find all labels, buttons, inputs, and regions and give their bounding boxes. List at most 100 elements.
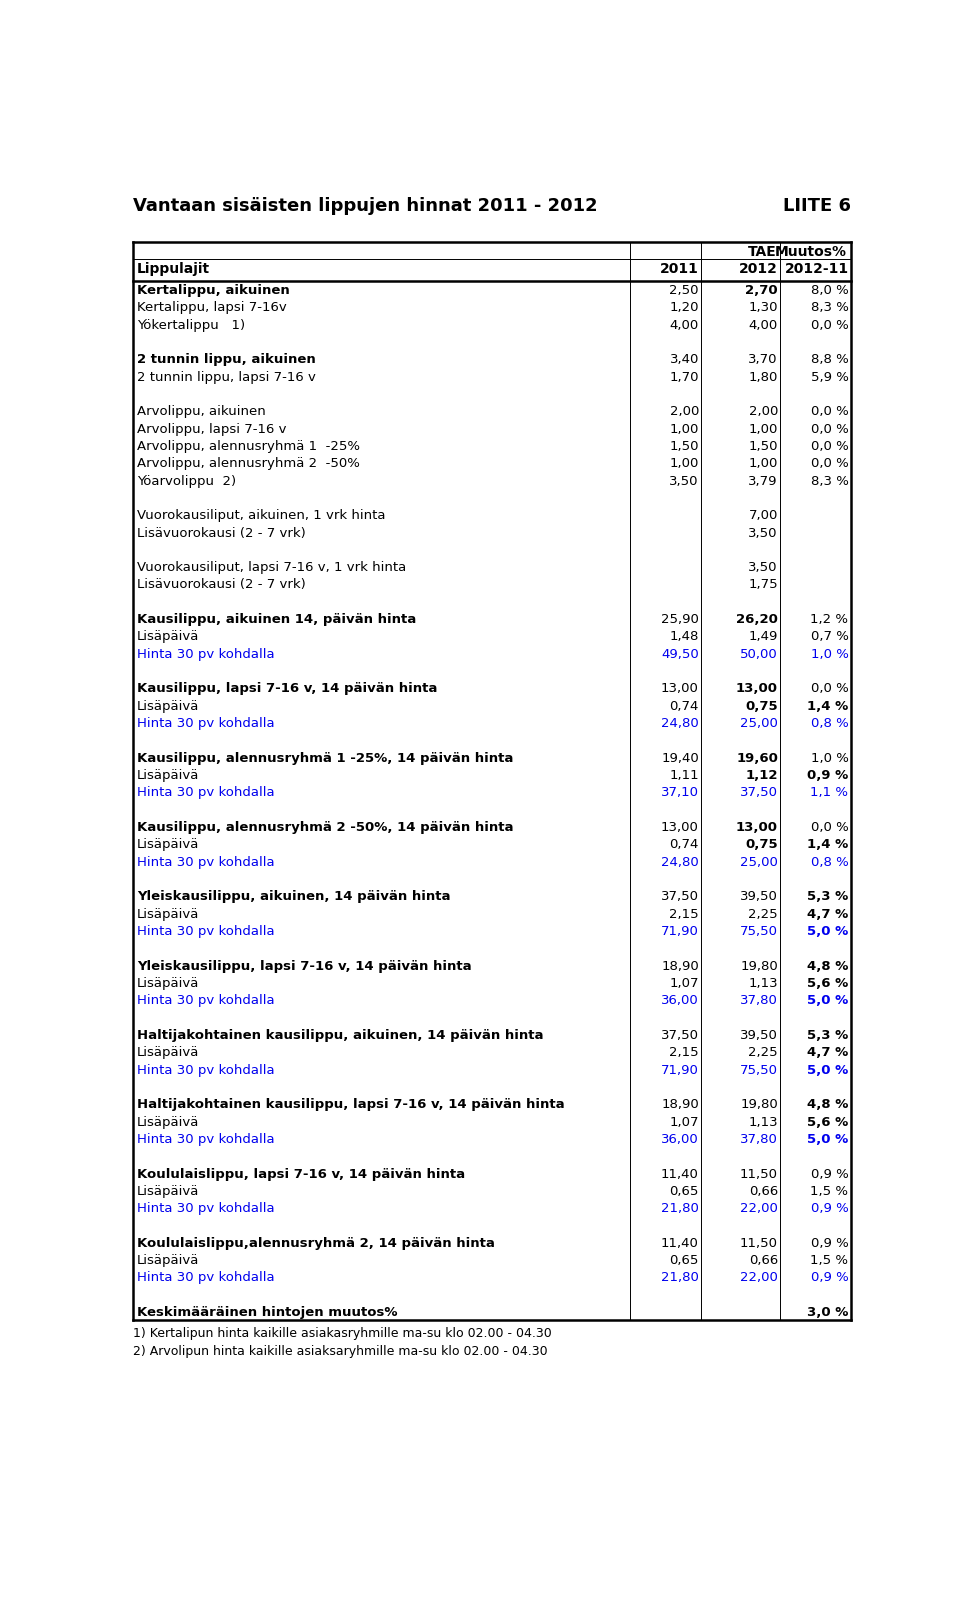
- Text: Hinta 30 pv kohdalla: Hinta 30 pv kohdalla: [137, 856, 275, 869]
- Text: Lisäpäivä: Lisäpäivä: [137, 699, 200, 712]
- Text: Koululaislippu,alennusryhmä 2, 14 päivän hinta: Koululaislippu,alennusryhmä 2, 14 päivän…: [137, 1238, 495, 1251]
- Text: Kausilippu, alennusryhmä 1 -25%, 14 päivän hinta: Kausilippu, alennusryhmä 1 -25%, 14 päiv…: [137, 751, 514, 764]
- Text: Hinta 30 pv kohdalla: Hinta 30 pv kohdalla: [137, 994, 275, 1007]
- Text: 1,5 %: 1,5 %: [810, 1184, 849, 1199]
- Text: 5,0 %: 5,0 %: [807, 994, 849, 1007]
- Text: 37,80: 37,80: [740, 994, 778, 1007]
- Text: Hinta 30 pv kohdalla: Hinta 30 pv kohdalla: [137, 1202, 275, 1215]
- Text: 0,65: 0,65: [669, 1184, 699, 1199]
- Text: Hinta 30 pv kohdalla: Hinta 30 pv kohdalla: [137, 787, 275, 800]
- Text: 1,75: 1,75: [749, 579, 778, 592]
- Text: 1,70: 1,70: [669, 370, 699, 383]
- Text: 1,07: 1,07: [669, 1116, 699, 1129]
- Text: 1,00: 1,00: [669, 423, 699, 436]
- Text: 39,50: 39,50: [740, 1028, 778, 1041]
- Text: 22,00: 22,00: [740, 1272, 778, 1285]
- Text: 2,15: 2,15: [669, 1046, 699, 1059]
- Text: 22,00: 22,00: [740, 1202, 778, 1215]
- Text: 0,74: 0,74: [669, 699, 699, 712]
- Text: 2,70: 2,70: [745, 284, 778, 297]
- Text: Hinta 30 pv kohdalla: Hinta 30 pv kohdalla: [137, 1064, 275, 1077]
- Text: 2,50: 2,50: [669, 284, 699, 297]
- Text: 25,00: 25,00: [740, 856, 778, 869]
- Text: Lisävuorokausi (2 - 7 vrk): Lisävuorokausi (2 - 7 vrk): [137, 527, 306, 540]
- Text: 1,49: 1,49: [749, 631, 778, 644]
- Text: TAE: TAE: [748, 245, 777, 258]
- Text: 24,80: 24,80: [661, 856, 699, 869]
- Text: 0,9 %: 0,9 %: [811, 1238, 849, 1251]
- Text: 37,50: 37,50: [740, 787, 778, 800]
- Text: Lisäpäivä: Lisäpäivä: [137, 769, 200, 782]
- Text: 3,0 %: 3,0 %: [807, 1306, 849, 1319]
- Text: 0,0 %: 0,0 %: [811, 423, 849, 436]
- Text: 4,8 %: 4,8 %: [807, 1098, 849, 1111]
- Text: 24,80: 24,80: [661, 717, 699, 730]
- Text: 1,50: 1,50: [749, 440, 778, 453]
- Text: 0,66: 0,66: [749, 1254, 778, 1267]
- Text: 2) Arvolipun hinta kaikille asiaksaryhmille ma-su klo 02.00 - 04.30: 2) Arvolipun hinta kaikille asiaksaryhmi…: [133, 1345, 548, 1358]
- Text: Keskimääräinen hintojen muutos%: Keskimääräinen hintojen muutos%: [137, 1306, 397, 1319]
- Text: 19,80: 19,80: [740, 960, 778, 973]
- Text: 71,90: 71,90: [661, 1064, 699, 1077]
- Text: Koululaislippu, lapsi 7-16 v, 14 päivän hinta: Koululaislippu, lapsi 7-16 v, 14 päivän …: [137, 1168, 466, 1181]
- Text: 1,2 %: 1,2 %: [810, 613, 849, 626]
- Text: Vantaan sisäisten lippujen hinnat 2011 - 2012: Vantaan sisäisten lippujen hinnat 2011 -…: [133, 198, 598, 216]
- Text: 13,00: 13,00: [661, 821, 699, 834]
- Text: Lisäpäivä: Lisäpäivä: [137, 1116, 200, 1129]
- Text: Hinta 30 pv kohdalla: Hinta 30 pv kohdalla: [137, 647, 275, 660]
- Text: 13,00: 13,00: [736, 821, 778, 834]
- Text: 5,6 %: 5,6 %: [807, 1116, 849, 1129]
- Text: 3,50: 3,50: [749, 561, 778, 574]
- Text: 8,3 %: 8,3 %: [810, 302, 849, 315]
- Text: 1,80: 1,80: [749, 370, 778, 383]
- Text: Kausilippu, lapsi 7-16 v, 14 päivän hinta: Kausilippu, lapsi 7-16 v, 14 päivän hint…: [137, 683, 438, 696]
- Text: Hinta 30 pv kohdalla: Hinta 30 pv kohdalla: [137, 925, 275, 938]
- Text: 8,0 %: 8,0 %: [811, 284, 849, 297]
- Text: 18,90: 18,90: [661, 960, 699, 973]
- Text: 0,0 %: 0,0 %: [811, 457, 849, 470]
- Text: 19,80: 19,80: [740, 1098, 778, 1111]
- Text: Kausilippu, alennusryhmä 2 -50%, 14 päivän hinta: Kausilippu, alennusryhmä 2 -50%, 14 päiv…: [137, 821, 514, 834]
- Text: 4,00: 4,00: [670, 318, 699, 331]
- Text: Arvolippu, lapsi 7-16 v: Arvolippu, lapsi 7-16 v: [137, 423, 286, 436]
- Text: 4,00: 4,00: [749, 318, 778, 331]
- Text: 1,13: 1,13: [749, 1116, 778, 1129]
- Text: Yökertalippu   1): Yökertalippu 1): [137, 318, 245, 331]
- Text: 3,79: 3,79: [749, 475, 778, 488]
- Text: 1,4 %: 1,4 %: [807, 699, 849, 712]
- Text: Kertalippu, aikuinen: Kertalippu, aikuinen: [137, 284, 290, 297]
- Text: 1,0 %: 1,0 %: [810, 751, 849, 764]
- Text: 5,0 %: 5,0 %: [807, 1132, 849, 1145]
- Text: 25,90: 25,90: [661, 613, 699, 626]
- Text: Arvolippu, alennusryhmä 1  -25%: Arvolippu, alennusryhmä 1 -25%: [137, 440, 360, 453]
- Text: 1) Kertalipun hinta kaikille asiakasryhmille ma-su klo 02.00 - 04.30: 1) Kertalipun hinta kaikille asiakasryhm…: [133, 1327, 552, 1340]
- Text: Lisäpäivä: Lisäpäivä: [137, 1046, 200, 1059]
- Text: 36,00: 36,00: [661, 1132, 699, 1145]
- Text: 1,13: 1,13: [749, 976, 778, 989]
- Text: 18,90: 18,90: [661, 1098, 699, 1111]
- Text: 0,0 %: 0,0 %: [811, 440, 849, 453]
- Text: 3,70: 3,70: [749, 354, 778, 367]
- Text: 1,11: 1,11: [669, 769, 699, 782]
- Text: 21,80: 21,80: [661, 1272, 699, 1285]
- Text: 75,50: 75,50: [740, 925, 778, 938]
- Text: Hinta 30 pv kohdalla: Hinta 30 pv kohdalla: [137, 1132, 275, 1145]
- Text: Lisäpäivä: Lisäpäivä: [137, 839, 200, 852]
- Text: 1,1 %: 1,1 %: [810, 787, 849, 800]
- Text: 0,0 %: 0,0 %: [811, 318, 849, 331]
- Text: Yleiskausilippu, lapsi 7-16 v, 14 päivän hinta: Yleiskausilippu, lapsi 7-16 v, 14 päivän…: [137, 960, 471, 973]
- Text: 1,07: 1,07: [669, 976, 699, 989]
- Text: 5,3 %: 5,3 %: [807, 1028, 849, 1041]
- Text: Muutos%: Muutos%: [775, 245, 847, 258]
- Text: 71,90: 71,90: [661, 925, 699, 938]
- Text: 4,7 %: 4,7 %: [807, 908, 849, 921]
- Text: 19,40: 19,40: [661, 751, 699, 764]
- Text: 0,0 %: 0,0 %: [811, 683, 849, 696]
- Text: Lisäpäivä: Lisäpäivä: [137, 1254, 200, 1267]
- Text: 3,50: 3,50: [749, 527, 778, 540]
- Text: 0,74: 0,74: [669, 839, 699, 852]
- Text: 8,8 %: 8,8 %: [811, 354, 849, 367]
- Text: 37,80: 37,80: [740, 1132, 778, 1145]
- Text: 5,0 %: 5,0 %: [807, 1064, 849, 1077]
- Text: 2,25: 2,25: [749, 1046, 778, 1059]
